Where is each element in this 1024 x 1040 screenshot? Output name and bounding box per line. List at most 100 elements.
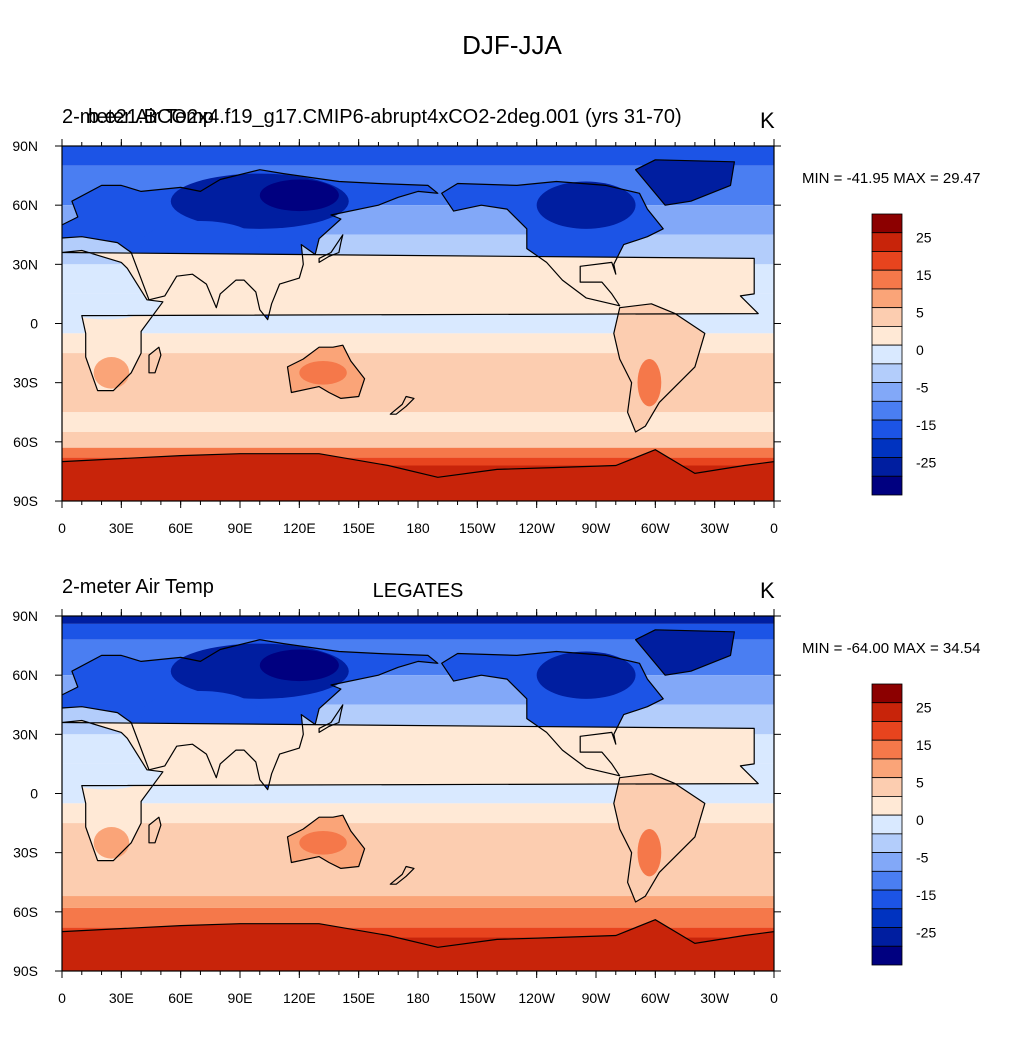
field-band: [62, 616, 774, 624]
field-band: [62, 333, 774, 354]
panel-min-max: MIN = -41.95 MAX = 29.47: [802, 170, 981, 187]
cold-core-deep: [259, 649, 339, 682]
land-greenland-fill: [635, 629, 735, 676]
coastline-madagascar: [148, 346, 162, 374]
colorbar-swatch: [871, 945, 903, 966]
cold-core-canada: [536, 181, 636, 229]
coastline-samerica: [613, 303, 706, 433]
lon-tick-label: 60E: [168, 990, 193, 1006]
land-madagascar-fill: [149, 347, 161, 373]
coastline-namerica: [441, 650, 664, 777]
coastline-japan: [318, 704, 344, 733]
coastline-africa: [62, 249, 759, 392]
coastline-nz: [389, 395, 415, 415]
field-band: [62, 481, 774, 501]
panel-variable-label: 2-meter Air Temp: [62, 106, 214, 128]
coastline-greenland: [634, 159, 736, 206]
coastlines: [62, 629, 774, 948]
colorbar-label: 25: [916, 230, 932, 246]
samerica-core: [637, 829, 662, 877]
coastline-australia: [286, 344, 366, 399]
lat-tick-label: 90N: [12, 608, 38, 624]
field-band: [62, 412, 774, 432]
colorbar-swatch: [871, 702, 903, 722]
colorbar-swatch: [871, 852, 903, 872]
colorbar-label: -25: [916, 455, 936, 471]
colorbar: 25 15 5 0 -5 -15 -25: [871, 213, 936, 496]
colorbar-label: 5: [916, 305, 924, 321]
lat-tick-label: 30S: [13, 845, 38, 861]
lon-tick-label: 0: [770, 990, 778, 1006]
colorbar-label: 25: [916, 700, 932, 716]
lon-tick-label: 120E: [283, 990, 316, 1006]
panel-model: 2-meter Air Temp b.e21.BCO2x4.f19_g17.CM…: [0, 100, 1024, 570]
lon-tick-label: 150E: [342, 520, 375, 536]
lat-tick-label: 60N: [12, 197, 38, 213]
colorbar-label: -15: [916, 887, 936, 903]
field-band: [62, 951, 774, 971]
colorbar-swatch: [871, 457, 903, 477]
field-band: [62, 896, 774, 908]
field-band: [62, 457, 774, 466]
lat-tick-label: 90S: [13, 963, 38, 979]
land-greenland-fill: [635, 159, 735, 206]
coastlines: [62, 159, 774, 478]
colorbar-swatch: [871, 475, 903, 496]
lon-tick-label: 120W: [518, 990, 555, 1006]
lon-tick-label: 0: [770, 520, 778, 536]
field-band: [62, 803, 774, 824]
colorbar-label: -5: [916, 380, 929, 396]
land-africa-fill: [62, 250, 759, 391]
lon-tick-label: 60W: [641, 520, 671, 536]
land-samerica-fill: [613, 303, 705, 432]
colorbar-label: 15: [916, 737, 932, 753]
lat-tick-label: 30N: [12, 256, 38, 272]
colorbar-swatch: [871, 870, 903, 891]
colorbar-swatch: [871, 683, 903, 704]
colorbar: 25 15 5 0 -5 -15 -25: [871, 683, 936, 966]
lon-tick-label: 120W: [518, 520, 555, 536]
lon-tick-label: 0: [58, 990, 66, 1006]
field-band: [62, 146, 774, 166]
coastline-namerica: [441, 180, 664, 307]
colorbar-label: 0: [916, 812, 924, 828]
panel-min-max: MIN = -64.00 MAX = 34.54: [802, 640, 981, 657]
africa-south-warm: [93, 827, 130, 859]
colorbar-label: 0: [916, 342, 924, 358]
colorbar-swatch: [871, 739, 903, 760]
colorbar-label: -5: [916, 850, 929, 866]
lon-tick-label: 90W: [582, 990, 612, 1006]
panel-map-svg: 0 30E 60E 90E 120E 150E 180 150W 120W 90W 60W 30W 0 9…: [12, 608, 936, 1006]
lat-tick-label: 90N: [12, 138, 38, 154]
colorbar-swatch: [871, 363, 903, 384]
map-content: [62, 146, 774, 501]
africa-equatorial: [65, 295, 146, 320]
panel-map-svg: 0 30E 60E 90E 120E 150E 180 150W 120W 90W 60W 30W 0 9…: [12, 138, 936, 536]
lon-tick-label: 30W: [700, 520, 730, 536]
panel-units-label: K: [760, 578, 775, 603]
field-band: [62, 447, 774, 458]
lon-tick-label: 90W: [582, 520, 612, 536]
lat-tick-label: 60S: [13, 904, 38, 920]
panel-observations: 2-meter Air Temp LEGATES K MIN = -64.00 …: [0, 570, 1024, 1040]
colorbar-label: 5: [916, 775, 924, 791]
colorbar-swatch: [871, 927, 903, 947]
coastline-antarctica: [62, 919, 774, 948]
lon-tick-label: 180: [406, 990, 430, 1006]
colorbar-swatch: [871, 307, 903, 327]
lon-tick-label: 30E: [109, 520, 134, 536]
colorbar-label: -25: [916, 925, 936, 941]
lat-tick-label: 0: [30, 786, 38, 802]
panel-center-label: LEGATES: [372, 580, 464, 602]
land-africa-fill: [62, 720, 759, 861]
colorbar-swatch: [871, 325, 903, 346]
colorbar-swatch: [871, 438, 903, 458]
field-band: [62, 623, 774, 640]
cold-core-deep: [259, 179, 339, 212]
lon-tick-label: 0: [58, 520, 66, 536]
map-axes: 0 30E 60E 90E 120E 150E 180 150W 120W 90W 60W 30W 0 9…: [12, 138, 781, 536]
lat-tick-label: 30S: [13, 375, 38, 391]
map-axes: 0 30E 60E 90E 120E 150E 180 150W 120W 90W 60W 30W 0 9…: [12, 608, 781, 1006]
cold-core-canada: [536, 651, 636, 699]
panel-case-label: b.e21.BCO2x4.f19_g17.CMIP6-abrupt4xCO2-2…: [88, 106, 682, 128]
